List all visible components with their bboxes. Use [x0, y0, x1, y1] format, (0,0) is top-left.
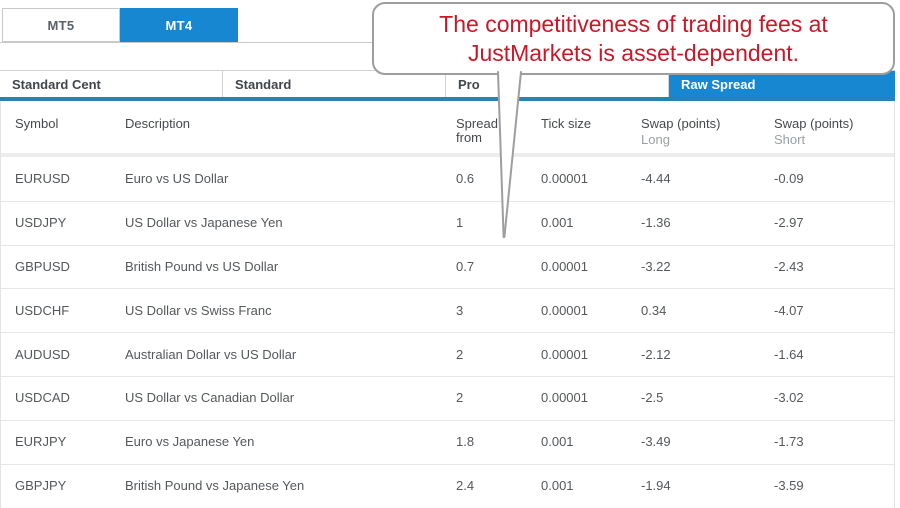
spread-cell: 0.6: [456, 170, 475, 186]
table-row: AUDUSD Australian Dollar vs US Dollar 2 …: [1, 332, 894, 376]
spread-cell: 1: [456, 215, 464, 231]
tab-pro[interactable]: Pro: [446, 71, 669, 97]
tick-size-cell: 0.001: [541, 215, 574, 231]
swap-short-cell: -3.59: [774, 477, 804, 493]
swap-long-cell: 0.34: [641, 302, 667, 318]
header-swap-short-line1: Swap (points): [774, 116, 854, 131]
description-cell: US Dollar vs Canadian Dollar: [125, 390, 295, 406]
spread-cell: 2: [456, 390, 464, 406]
platform-tab-bar: MT5 MT4: [2, 8, 238, 42]
swap-long-cell: -2.12: [641, 346, 671, 362]
header-swap-short-line2: Short: [774, 132, 806, 147]
swap-short-cell: -1.64: [774, 346, 804, 362]
tick-size-cell: 0.00001: [541, 258, 588, 274]
tab-bar-underline: [0, 97, 895, 101]
header-symbol: Symbol: [15, 116, 59, 131]
tick-size-cell: 0.00001: [541, 346, 588, 362]
header-swap-short: Swap (points) Short: [774, 117, 894, 153]
tick-size-cell: 0.001: [541, 434, 574, 450]
swap-long-cell: -3.49: [641, 434, 671, 450]
header-swap-long-line1: Swap (points): [641, 116, 721, 131]
description-cell: Euro vs US Dollar: [125, 170, 229, 186]
tick-size-cell: 0.001: [541, 477, 574, 493]
account-type-tab-bar: Standard Cent Standard Pro Raw Spread: [0, 70, 895, 97]
description-cell: Australian Dollar vs US Dollar: [125, 346, 297, 362]
header-spread-from: Spread from: [456, 117, 541, 153]
symbol-cell: AUDUSD: [15, 346, 70, 362]
tab-mt5[interactable]: MT5: [2, 8, 120, 42]
swap-short-cell: -2.43: [774, 258, 804, 274]
table-row: USDJPY US Dollar vs Japanese Yen 1 0.001…: [1, 200, 894, 245]
tab-raw-spread[interactable]: Raw Spread: [669, 71, 895, 97]
header-spread-line2: from: [456, 130, 482, 145]
swap-long-cell: -2.5: [641, 390, 664, 406]
description-cell: Euro vs Japanese Yen: [125, 434, 255, 450]
symbol-cell: USDCAD: [15, 390, 70, 406]
swap-short-cell: -3.02: [774, 390, 804, 406]
callout-tail-pointer: [497, 71, 522, 238]
swap-long-cell: -4.44: [641, 170, 671, 186]
table-body: EURUSD Euro vs US Dollar 0.6 0.00001 -4.…: [1, 157, 894, 507]
header-tick-size: Tick size: [541, 116, 592, 131]
swap-long-cell: -1.36: [641, 215, 671, 231]
header-description: Description: [125, 116, 191, 131]
tick-size-cell: 0.00001: [541, 302, 588, 318]
annotation-callout: The competitiveness of trading fees at J…: [372, 2, 895, 75]
spreads-table: Symbol Description Spread from Tick size…: [0, 101, 895, 508]
spread-cell: 0.7: [456, 258, 475, 274]
symbol-cell: EURJPY: [15, 434, 67, 450]
symbol-cell: GBPUSD: [15, 258, 70, 274]
header-swap-long: Swap (points) Long: [641, 117, 774, 153]
header-spread-line1: Spread: [456, 116, 498, 131]
tab-mt4[interactable]: MT4: [120, 8, 238, 42]
symbol-cell: USDJPY: [15, 215, 67, 231]
description-cell: British Pound vs Japanese Yen: [125, 477, 305, 493]
spread-cell: 1.8: [456, 434, 475, 450]
description-cell: US Dollar vs Swiss Franc: [125, 302, 272, 318]
symbol-cell: GBPJPY: [15, 477, 67, 493]
table-row: GBPUSD British Pound vs US Dollar 0.7 0.…: [1, 244, 894, 289]
spread-cell: 2.4: [456, 477, 475, 493]
spread-cell: 2: [456, 346, 464, 362]
swap-long-cell: -3.22: [641, 258, 671, 274]
table-row: USDCHF US Dollar vs Swiss Franc 3 0.0000…: [1, 288, 894, 332]
swap-short-cell: -1.73: [774, 434, 804, 450]
swap-short-cell: -4.07: [774, 302, 804, 318]
tab-standard[interactable]: Standard: [223, 71, 446, 97]
table-row: EURUSD Euro vs US Dollar 0.6 0.00001 -4.…: [1, 157, 894, 201]
symbol-cell: USDCHF: [15, 302, 70, 318]
table-header-row: Symbol Description Spread from Tick size…: [1, 101, 894, 153]
platform-tab-divider: [0, 42, 372, 43]
swap-long-cell: -1.94: [641, 477, 671, 493]
tick-size-cell: 0.00001: [541, 390, 588, 406]
swap-short-cell: -0.09: [774, 170, 804, 186]
tab-standard-cent[interactable]: Standard Cent: [0, 71, 223, 97]
header-swap-long-line2: Long: [641, 132, 670, 147]
callout-text-line2: JustMarkets is asset-dependent.: [467, 39, 800, 66]
table-row: GBPJPY British Pound vs Japanese Yen 2.4…: [1, 463, 894, 508]
tick-size-cell: 0.00001: [541, 170, 588, 186]
description-cell: US Dollar vs Japanese Yen: [125, 215, 283, 231]
table-row: USDCAD US Dollar vs Canadian Dollar 2 0.…: [1, 375, 894, 420]
swap-short-cell: -2.97: [774, 215, 804, 231]
header-separator: [1, 153, 894, 157]
table-row: EURJPY Euro vs Japanese Yen 1.8 0.001 -3…: [1, 419, 894, 464]
description-cell: British Pound vs US Dollar: [125, 258, 279, 274]
spread-cell: 3: [456, 302, 464, 318]
callout-text-line1: The competitiveness of trading fees at: [439, 10, 828, 37]
symbol-cell: EURUSD: [15, 170, 70, 186]
